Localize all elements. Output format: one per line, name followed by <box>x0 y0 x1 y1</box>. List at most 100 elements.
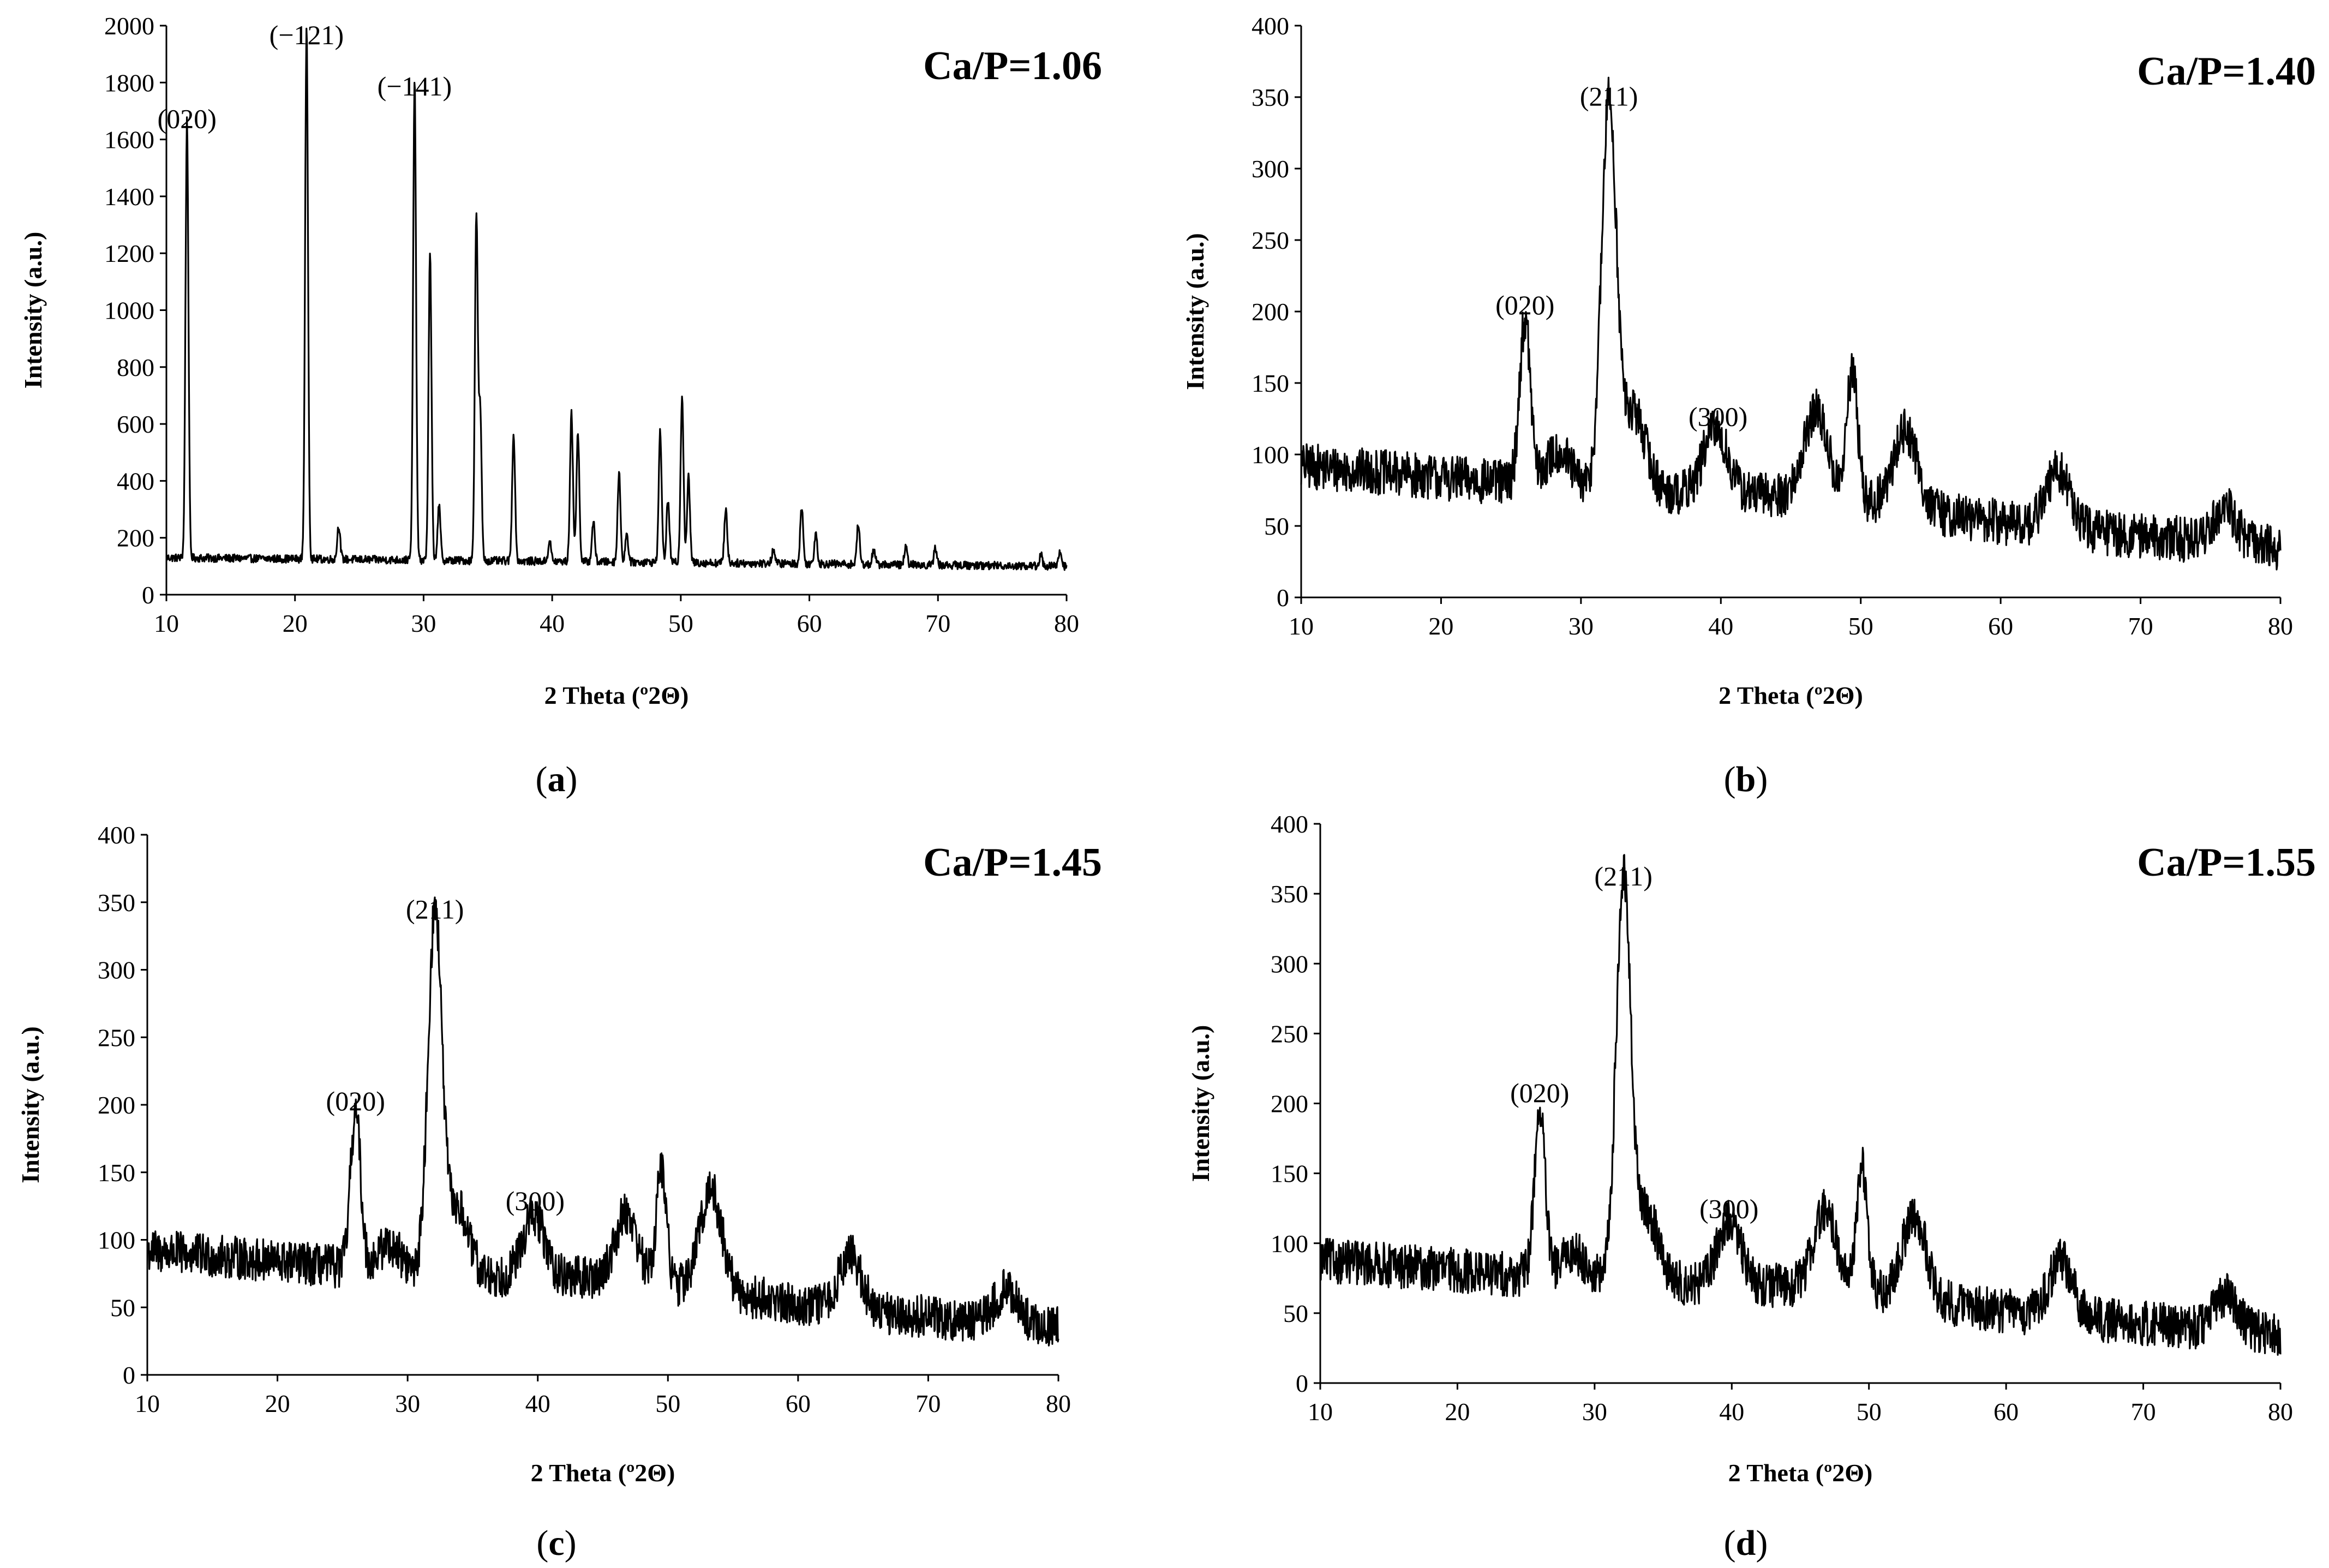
x-tick-label: 20 <box>1445 1398 1470 1426</box>
y-tick-label: 200 <box>117 524 154 552</box>
y-tick-label: 300 <box>1252 155 1289 183</box>
panel-caption: (c) <box>536 1523 576 1563</box>
y-tick-label: 200 <box>1252 298 1289 326</box>
x-tick-label: 70 <box>2131 1398 2156 1426</box>
peak-label: (020) <box>158 104 217 134</box>
y-tick-label: 1200 <box>104 240 154 267</box>
x-tick-label: 60 <box>1993 1398 2019 1426</box>
x-tick-label: 10 <box>1308 1398 1333 1426</box>
y-tick-label: 400 <box>1252 12 1289 40</box>
caption-part: b <box>1736 759 1756 799</box>
peak-label: (300) <box>1699 1194 1758 1224</box>
x-tick-label: 30 <box>395 1390 420 1417</box>
x-tick-label: 50 <box>1848 612 1873 640</box>
x-tick-label: 40 <box>1708 612 1733 640</box>
y-tick-label: 150 <box>1252 369 1289 397</box>
x-axis-title: 2 Theta (º2Θ) <box>1719 681 1863 709</box>
chart-panel-a: 0 200 400 600 800 1000 1200 1400 1600 1800 2000 10 2… <box>19 12 1102 799</box>
xrd-trace <box>1300 76 2282 571</box>
caption-part: ( <box>536 1523 548 1563</box>
y-tick-label: 1400 <box>104 183 154 211</box>
x-tick-label: 30 <box>1582 1398 1607 1426</box>
y-tick-label: 50 <box>110 1294 135 1321</box>
y-tick-label: 0 <box>123 1361 135 1389</box>
y-tick-label: 600 <box>117 410 154 438</box>
caption-part: a <box>548 759 566 799</box>
x-tick-label: 40 <box>1719 1398 1744 1426</box>
x-tick-label: 40 <box>525 1390 550 1417</box>
y-tick-label: 0 <box>1277 584 1289 612</box>
x-tick-label: 50 <box>655 1390 680 1417</box>
y-tick-label: 0 <box>1296 1369 1308 1397</box>
x-tick-label: 80 <box>2268 1398 2293 1426</box>
x-tick-label: 70 <box>925 609 950 637</box>
peak-label: (−121) <box>270 20 344 50</box>
plot-title: Ca/P=1.45 <box>923 840 1102 885</box>
y-axis-title: Intensity (a.u.) <box>19 232 47 389</box>
y-tick-label: 250 <box>1271 1020 1308 1048</box>
y-tick-label: 350 <box>1252 83 1289 111</box>
y-tick-label: 400 <box>1271 810 1308 838</box>
y-tick-label: 300 <box>1271 950 1308 978</box>
peak-label: (211) <box>1580 81 1638 112</box>
panel-caption: (a) <box>536 759 578 799</box>
y-tick-label: 400 <box>117 467 154 495</box>
x-tick-label: 10 <box>154 609 179 637</box>
x-tick-label: 50 <box>1857 1398 1882 1426</box>
plot-title: Ca/P=1.06 <box>923 44 1102 88</box>
y-tick-label: 800 <box>117 354 154 381</box>
plot-title: Ca/P=1.40 <box>2137 49 2316 94</box>
caption-part: ) <box>565 1523 577 1563</box>
caption-part: ) <box>566 759 578 799</box>
x-axis-title: 2 Theta (º2Θ) <box>1728 1459 1873 1487</box>
caption-part: d <box>1736 1523 1756 1563</box>
y-axis-title: Intensity (a.u.) <box>16 1026 44 1183</box>
y-tick-label: 300 <box>98 956 135 984</box>
y-tick-label: 2000 <box>104 12 154 40</box>
y-tick-label: 200 <box>98 1091 135 1119</box>
y-tick-label: 250 <box>98 1024 135 1051</box>
y-axis-title: Intensity (a.u.) <box>1187 1025 1214 1182</box>
plot-title: Ca/P=1.55 <box>2137 840 2316 885</box>
y-tick-label: 0 <box>142 581 154 609</box>
xrd-trace <box>1319 854 2282 1356</box>
x-tick-label: 10 <box>135 1390 160 1417</box>
caption-part: ( <box>1724 759 1736 799</box>
caption-part: ( <box>536 759 548 799</box>
peak-label: (211) <box>406 894 464 924</box>
y-tick-label: 150 <box>1271 1160 1308 1188</box>
x-tick-label: 60 <box>797 609 822 637</box>
x-tick-label: 60 <box>786 1390 811 1417</box>
peak-label: (300) <box>1689 402 1747 432</box>
x-tick-label: 80 <box>2268 612 2293 640</box>
panel-caption: (d) <box>1724 1523 1768 1563</box>
chart-panel-d: 0 50 100 150 200 250 300 350 400 10 20 30 40 50 60 70 80… <box>1187 810 2316 1563</box>
peak-label: (020) <box>1510 1078 1569 1108</box>
y-tick-label: 350 <box>98 889 135 917</box>
x-tick-label: 40 <box>540 609 565 637</box>
x-tick-label: 20 <box>283 609 308 637</box>
x-tick-label: 50 <box>668 609 693 637</box>
peak-label: (211) <box>1594 861 1652 891</box>
x-tick-label: 70 <box>2128 612 2153 640</box>
chart-panel-b: 0 50 100 150 200 250 300 350 400 10 20 30 40 50 60 70 80… <box>1181 12 2316 799</box>
x-tick-label: 60 <box>1988 612 2013 640</box>
x-tick-label: 10 <box>1289 612 1314 640</box>
caption-part: ( <box>1724 1523 1736 1563</box>
caption-part: ) <box>1756 1523 1768 1563</box>
y-tick-label: 1800 <box>104 69 154 97</box>
x-tick-label: 80 <box>1054 609 1079 637</box>
x-tick-label: 30 <box>411 609 436 637</box>
caption-part: ) <box>1756 759 1768 799</box>
peak-label: (−141) <box>378 71 452 101</box>
peak-label: (020) <box>326 1086 385 1116</box>
x-tick-label: 20 <box>1428 612 1453 640</box>
y-tick-label: 100 <box>1271 1230 1308 1258</box>
y-tick-label: 100 <box>1252 441 1289 469</box>
y-axis-title: Intensity (a.u.) <box>1181 233 1209 390</box>
chart-panel-c: 0 50 100 150 200 250 300 350 400 10 20 30 40 50 60 70 80… <box>16 821 1102 1563</box>
caption-part: c <box>548 1523 564 1563</box>
x-axis-title: 2 Theta (º2Θ) <box>544 681 689 709</box>
x-tick-label: 30 <box>1568 612 1594 640</box>
